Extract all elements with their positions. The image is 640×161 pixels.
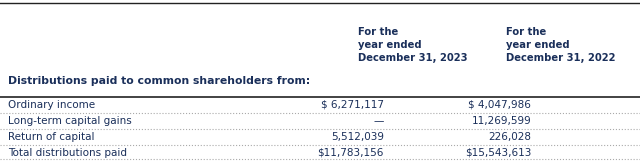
Text: For the
year ended
December 31, 2023: For the year ended December 31, 2023 [358,27,468,63]
Text: Return of capital: Return of capital [8,132,94,142]
Text: 5,512,039: 5,512,039 [331,132,384,142]
Text: $11,783,156: $11,783,156 [317,148,384,158]
Text: Long-term capital gains: Long-term capital gains [8,116,131,126]
Text: —: — [374,116,384,126]
Text: Total distributions paid: Total distributions paid [8,148,127,158]
Text: 11,269,599: 11,269,599 [472,116,531,126]
Text: $15,543,613: $15,543,613 [465,148,531,158]
Text: For the
year ended
December 31, 2022: For the year ended December 31, 2022 [506,27,615,63]
Text: 226,028: 226,028 [488,132,531,142]
Text: $ 4,047,986: $ 4,047,986 [468,100,531,110]
Text: Distributions paid to common shareholders from:: Distributions paid to common shareholder… [8,76,310,85]
Text: $ 6,271,117: $ 6,271,117 [321,100,384,110]
Text: Ordinary income: Ordinary income [8,100,95,110]
